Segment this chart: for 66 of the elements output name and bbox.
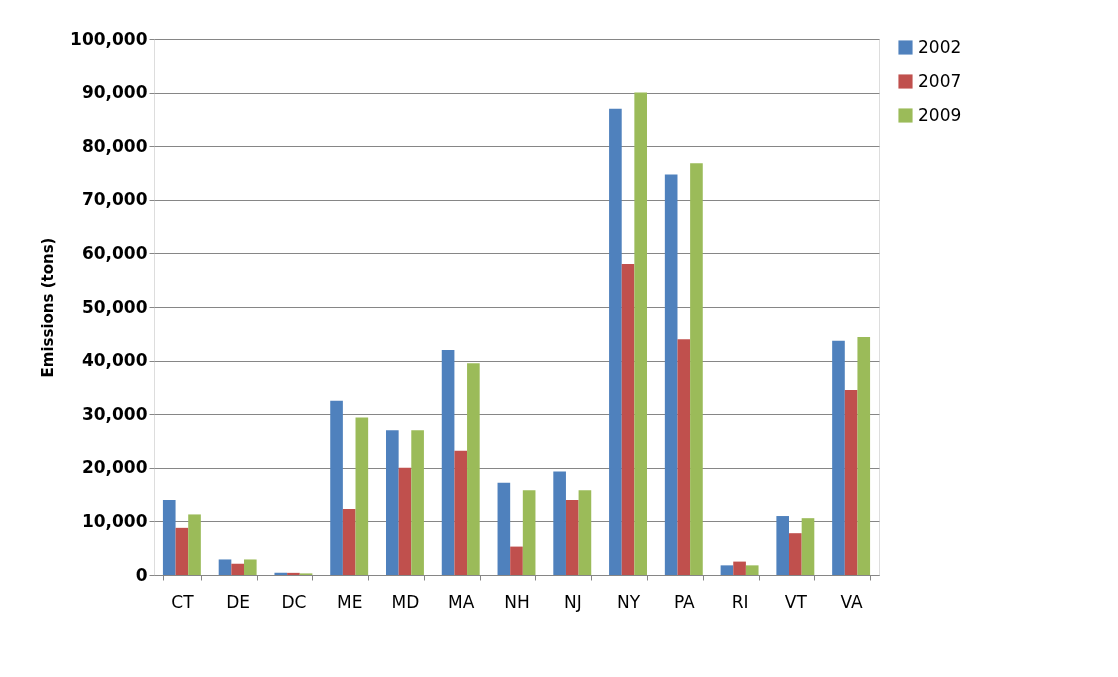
y-tick-label: 70,000 (81, 189, 148, 210)
x-tick-label: NJ (563, 591, 582, 612)
x-tick-label: PA (673, 591, 696, 612)
bar (677, 339, 691, 575)
bar (274, 572, 288, 575)
bar (386, 430, 399, 575)
x-tick-label: DE (226, 591, 251, 612)
y-tick-label: 30,000 (81, 403, 148, 424)
bar (733, 561, 746, 575)
x-tick-label: NH (504, 591, 530, 612)
bar (634, 92, 647, 575)
bar (188, 514, 201, 575)
x-tick-label: VA (840, 591, 864, 612)
x-tick-label: CT (171, 591, 195, 612)
bar (789, 533, 802, 575)
bar (398, 467, 412, 575)
y-tick-label: 20,000 (81, 457, 148, 478)
y-tick-label: 90,000 (81, 82, 148, 103)
y-axis-title: Emissions (tons) (39, 237, 58, 378)
y-tick-label: 10,000 (81, 510, 148, 531)
legend-label: 2002 (918, 36, 962, 57)
x-tick-label: MD (391, 591, 420, 612)
bar (664, 174, 678, 575)
bar (844, 390, 858, 575)
x-tick-label: DC (281, 591, 307, 612)
bar (776, 516, 790, 575)
bar (609, 108, 622, 575)
bar (467, 363, 480, 575)
bar (522, 490, 536, 575)
y-tick-label: 100,000 (70, 28, 148, 49)
bar (330, 400, 343, 575)
bar (355, 417, 369, 575)
x-tick-label: RI (731, 591, 749, 612)
bar (342, 509, 356, 575)
bar (720, 565, 734, 575)
y-tick-label: 0 (135, 564, 148, 585)
bar (454, 450, 468, 575)
bar (745, 565, 759, 575)
x-tick-label: VT (784, 591, 808, 612)
y-tick-label: 50,000 (81, 296, 148, 317)
bar (578, 490, 592, 575)
y-tick-label: 40,000 (81, 350, 148, 371)
bar (441, 349, 455, 575)
bar (287, 572, 300, 575)
bar (175, 527, 189, 575)
bar (243, 559, 257, 575)
bar (411, 430, 424, 575)
y-tick-label: 60,000 (81, 242, 148, 263)
bar (690, 163, 703, 575)
x-tick-label: ME (336, 591, 363, 612)
bar (162, 499, 176, 575)
bar (565, 499, 579, 575)
bar (801, 518, 815, 575)
bar (218, 559, 232, 575)
x-tick-label: NY (616, 591, 641, 612)
x-tick-label: MA (448, 591, 475, 612)
legend-label: 2009 (918, 104, 962, 125)
y-tick-label: 80,000 (81, 135, 148, 156)
bar (857, 337, 871, 575)
legend-label: 2007 (918, 70, 962, 91)
bar (510, 546, 523, 575)
bar (231, 563, 244, 575)
bar (832, 340, 845, 575)
bar (553, 471, 566, 575)
bar (621, 264, 635, 575)
bar (497, 482, 511, 575)
